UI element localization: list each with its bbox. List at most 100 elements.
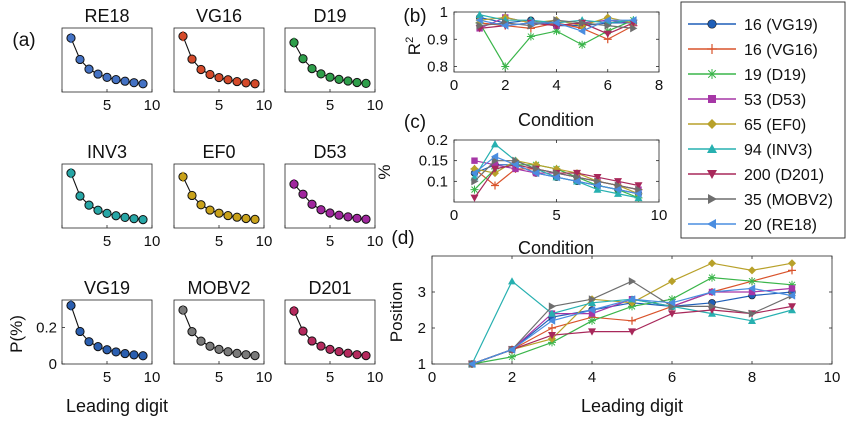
x-tick-label: 2: [501, 77, 509, 94]
subplot-d53: D53 5 10: [284, 142, 383, 250]
series-marker: [532, 164, 540, 173]
subplot-ef0: EF0 5 10: [173, 142, 272, 250]
data-point: [241, 350, 251, 360]
series-marker: [788, 285, 796, 292]
legend-entry: 53 (D53): [688, 92, 806, 109]
series-marker: [532, 169, 540, 178]
series-marker: [491, 181, 499, 190]
subplot-title: D53: [313, 142, 346, 162]
subplot-title: INV3: [87, 142, 127, 162]
legend: 16 (VG19) 16 (VG16) 19 (D19) 53 (D53) 65 (EF…: [680, 1, 846, 239]
series-marker: [594, 177, 602, 186]
series-marker: [578, 40, 587, 49]
x-tick-label: 10: [144, 97, 161, 114]
panel-a-ylabel: P(%): [7, 315, 26, 353]
series-marker: [614, 189, 622, 197]
data-point: [75, 54, 85, 65]
series-marker: [748, 277, 756, 286]
data-point: [102, 208, 112, 218]
data-point: [138, 79, 148, 89]
data-point: [307, 336, 317, 346]
panel-c-ylabel: %: [375, 164, 394, 179]
series-marker: [552, 27, 561, 36]
subplot-title: VG16: [196, 6, 242, 26]
series-marker: [634, 193, 643, 202]
series-marker: [593, 181, 601, 190]
legend-entry: 65 (EF0): [688, 117, 806, 134]
data-point: [250, 214, 260, 225]
data-point: [334, 74, 344, 84]
data-point: [361, 78, 371, 89]
data-point: [75, 191, 85, 201]
series-35-mobv2-: [471, 156, 643, 194]
series-marker: [788, 266, 796, 275]
subplot-inv3: INV3 5 10: [61, 142, 161, 250]
data-point: [352, 350, 362, 360]
series-marker: [508, 277, 516, 285]
x-tick-label: 10: [144, 233, 161, 250]
data-point: [187, 190, 197, 201]
series-marker: [635, 185, 643, 194]
legend-marker: [707, 219, 716, 229]
series-marker: [614, 178, 622, 186]
series-marker: [512, 156, 520, 165]
series-marker: [628, 277, 636, 286]
data-point: [93, 205, 103, 215]
legend-label: 53 (D53): [744, 92, 806, 109]
series-marker: [508, 345, 516, 354]
data-point: [196, 64, 206, 75]
series-marker: [548, 309, 556, 317]
data-point: [223, 347, 233, 357]
series-marker: [475, 10, 484, 18]
legend-label: 19 (D19): [744, 67, 806, 84]
subplot-title: RE18: [84, 6, 129, 26]
legend-marker: [707, 119, 717, 129]
series-marker: [471, 157, 478, 164]
data-point: [241, 213, 251, 224]
x-tick-label: 10: [256, 97, 273, 114]
panel-d-xlabel: Leading digit: [581, 396, 683, 416]
legend-label: 20 (RE18): [744, 217, 817, 234]
x-tick-label: 0: [450, 77, 458, 94]
data-point: [232, 76, 242, 87]
legend-entry: 20 (RE18): [688, 217, 817, 234]
series-marker: [511, 160, 519, 169]
series-marker: [468, 360, 476, 368]
subplot-title: MOBV2: [187, 278, 250, 298]
data-point: [316, 205, 326, 215]
data-point: [129, 214, 139, 224]
legend-entry: 16 (VG19): [688, 17, 818, 34]
series-marker: [628, 316, 636, 325]
x-tick-label: 0: [450, 207, 458, 224]
series-marker: [603, 16, 611, 25]
data-point: [352, 213, 362, 223]
subplot-d201: D201 5 10: [284, 278, 383, 386]
series-marker: [634, 182, 643, 190]
data-point: [111, 211, 121, 221]
data-point: [343, 212, 353, 222]
subplot-title: D19: [313, 6, 346, 26]
series-marker: [476, 21, 484, 30]
series-marker: [629, 16, 637, 25]
series-marker: [603, 30, 612, 38]
data-point: [316, 341, 326, 351]
series-marker: [708, 273, 716, 282]
x-tick-label: 10: [651, 207, 668, 224]
data-point: [84, 200, 94, 210]
series-marker: [614, 181, 622, 190]
x-tick-label: 6: [668, 369, 676, 386]
data-point: [214, 344, 224, 354]
data-point: [196, 200, 206, 210]
series-marker: [668, 298, 676, 307]
panel-a-label: (a): [12, 30, 35, 51]
data-point: [205, 341, 215, 351]
x-tick-label: 6: [604, 77, 612, 94]
series-marker: [526, 32, 535, 41]
data-point: [187, 54, 197, 64]
legend-label: 200 (D201): [744, 167, 824, 184]
legend-marker: [707, 144, 717, 153]
data-point: [120, 348, 130, 359]
series-marker: [491, 161, 499, 168]
series-marker: [548, 316, 556, 325]
